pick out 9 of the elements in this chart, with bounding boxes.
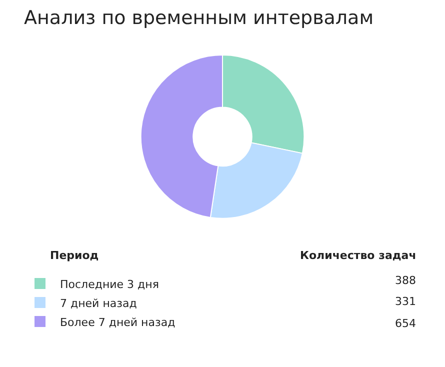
legend-label: Последние 3 дня bbox=[60, 278, 159, 291]
data-label: 331 bbox=[395, 295, 416, 308]
legend-label: 7 дней назад bbox=[60, 296, 138, 310]
legend-label: Более 7 дней назад bbox=[60, 316, 176, 329]
data-label: 388 bbox=[395, 274, 416, 287]
text: Период bbox=[50, 249, 99, 262]
text: Количество задач bbox=[300, 249, 416, 262]
chart-title: Анализ по временным интервалам bbox=[24, 7, 374, 29]
data-label: 654 bbox=[395, 317, 416, 330]
